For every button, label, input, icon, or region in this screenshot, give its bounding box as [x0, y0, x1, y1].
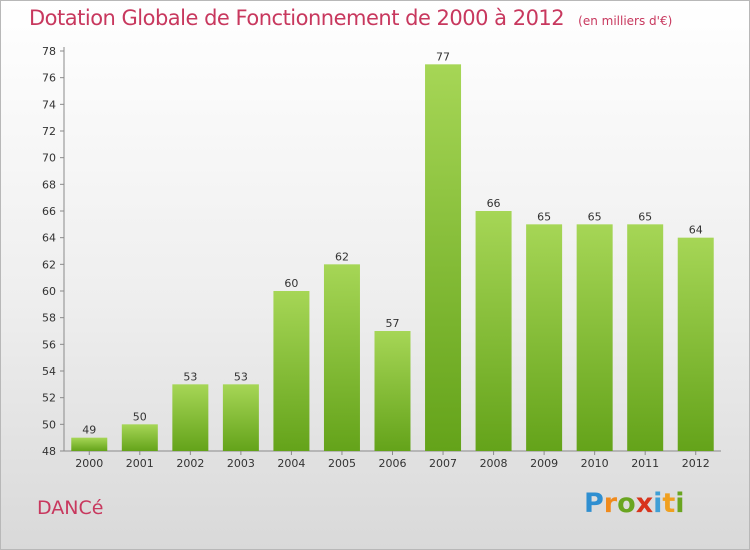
y-tick-label: 52: [42, 392, 56, 405]
x-tick-label: 2008: [480, 457, 508, 470]
proxiti-logo: Proxiti: [584, 488, 685, 519]
chart-title: Dotation Globale de Fonctionnement de 20…: [29, 6, 565, 30]
x-tick-label: 2011: [631, 457, 659, 470]
y-tick-label: 70: [42, 152, 56, 165]
data-label: 64: [689, 224, 703, 237]
logo-letter: i: [675, 488, 685, 519]
x-tick-label: 2003: [227, 457, 255, 470]
x-tick-label: 2007: [429, 457, 457, 470]
x-tick-label: 2012: [682, 457, 710, 470]
y-tick-label: 58: [42, 312, 56, 325]
x-tick-label: 2000: [75, 457, 103, 470]
logo-letter: P: [584, 488, 604, 519]
y-tick-label: 78: [42, 45, 56, 58]
y-tick-label: 64: [42, 232, 56, 245]
data-label: 57: [386, 317, 400, 330]
bar-2001: [121, 424, 158, 451]
y-tick-label: 62: [42, 258, 56, 271]
bar-2010: [576, 224, 613, 451]
y-tick-label: 56: [42, 338, 56, 351]
title-row: Dotation Globale de Fonctionnement de 20…: [29, 6, 672, 30]
data-label: 65: [537, 210, 551, 223]
y-tick-label: 72: [42, 125, 56, 138]
x-tick-label: 2004: [277, 457, 305, 470]
x-tick-label: 2009: [530, 457, 558, 470]
y-tick-label: 68: [42, 178, 56, 191]
bar-2008: [475, 211, 512, 451]
bar-2005: [323, 264, 360, 451]
y-tick-label: 54: [42, 365, 56, 378]
x-tick-label: 2002: [176, 457, 204, 470]
data-label: 77: [436, 50, 450, 63]
logo-letter: i: [653, 488, 663, 519]
x-tick-label: 2006: [379, 457, 407, 470]
y-tick-label: 76: [42, 72, 56, 85]
x-tick-label: 2005: [328, 457, 356, 470]
logo-letter: t: [662, 488, 676, 519]
commune-name: DANCé: [37, 497, 104, 519]
bar-chart: 48 50 52 54 56 58 60 62 64 66 68 70 72 74 76 78 2000 49 2…: [42, 45, 721, 470]
bar-2012: [677, 237, 714, 451]
x-tick-label: 2010: [581, 457, 609, 470]
data-label: 66: [487, 197, 501, 210]
y-tick-label: 66: [42, 205, 56, 218]
bar-2002: [172, 384, 209, 451]
y-tick-label: 60: [42, 285, 56, 298]
data-label: 53: [234, 370, 248, 383]
data-label: 49: [82, 424, 96, 437]
logo-letter: o: [617, 488, 636, 519]
data-label: 50: [133, 410, 147, 423]
bar-2003: [222, 384, 259, 451]
bar-2000: [71, 437, 108, 451]
chart-subtitle: (en milliers d'€): [578, 14, 673, 28]
bar-2007: [425, 64, 462, 452]
bar-2006: [374, 331, 411, 451]
data-label: 62: [335, 250, 349, 263]
y-tick-label: 50: [42, 418, 56, 431]
x-tick-label: 2001: [126, 457, 154, 470]
data-label: 65: [638, 210, 652, 223]
data-label: 53: [183, 370, 197, 383]
y-tick-label: 48: [42, 445, 56, 458]
bar-2011: [627, 224, 664, 451]
data-label: 60: [284, 277, 298, 290]
logo-letter: r: [603, 488, 618, 519]
data-label: 65: [588, 210, 602, 223]
bar-2009: [526, 224, 563, 451]
y-tick-label: 74: [42, 98, 56, 111]
bar-2004: [273, 291, 310, 451]
logo-letter: x: [635, 488, 654, 519]
